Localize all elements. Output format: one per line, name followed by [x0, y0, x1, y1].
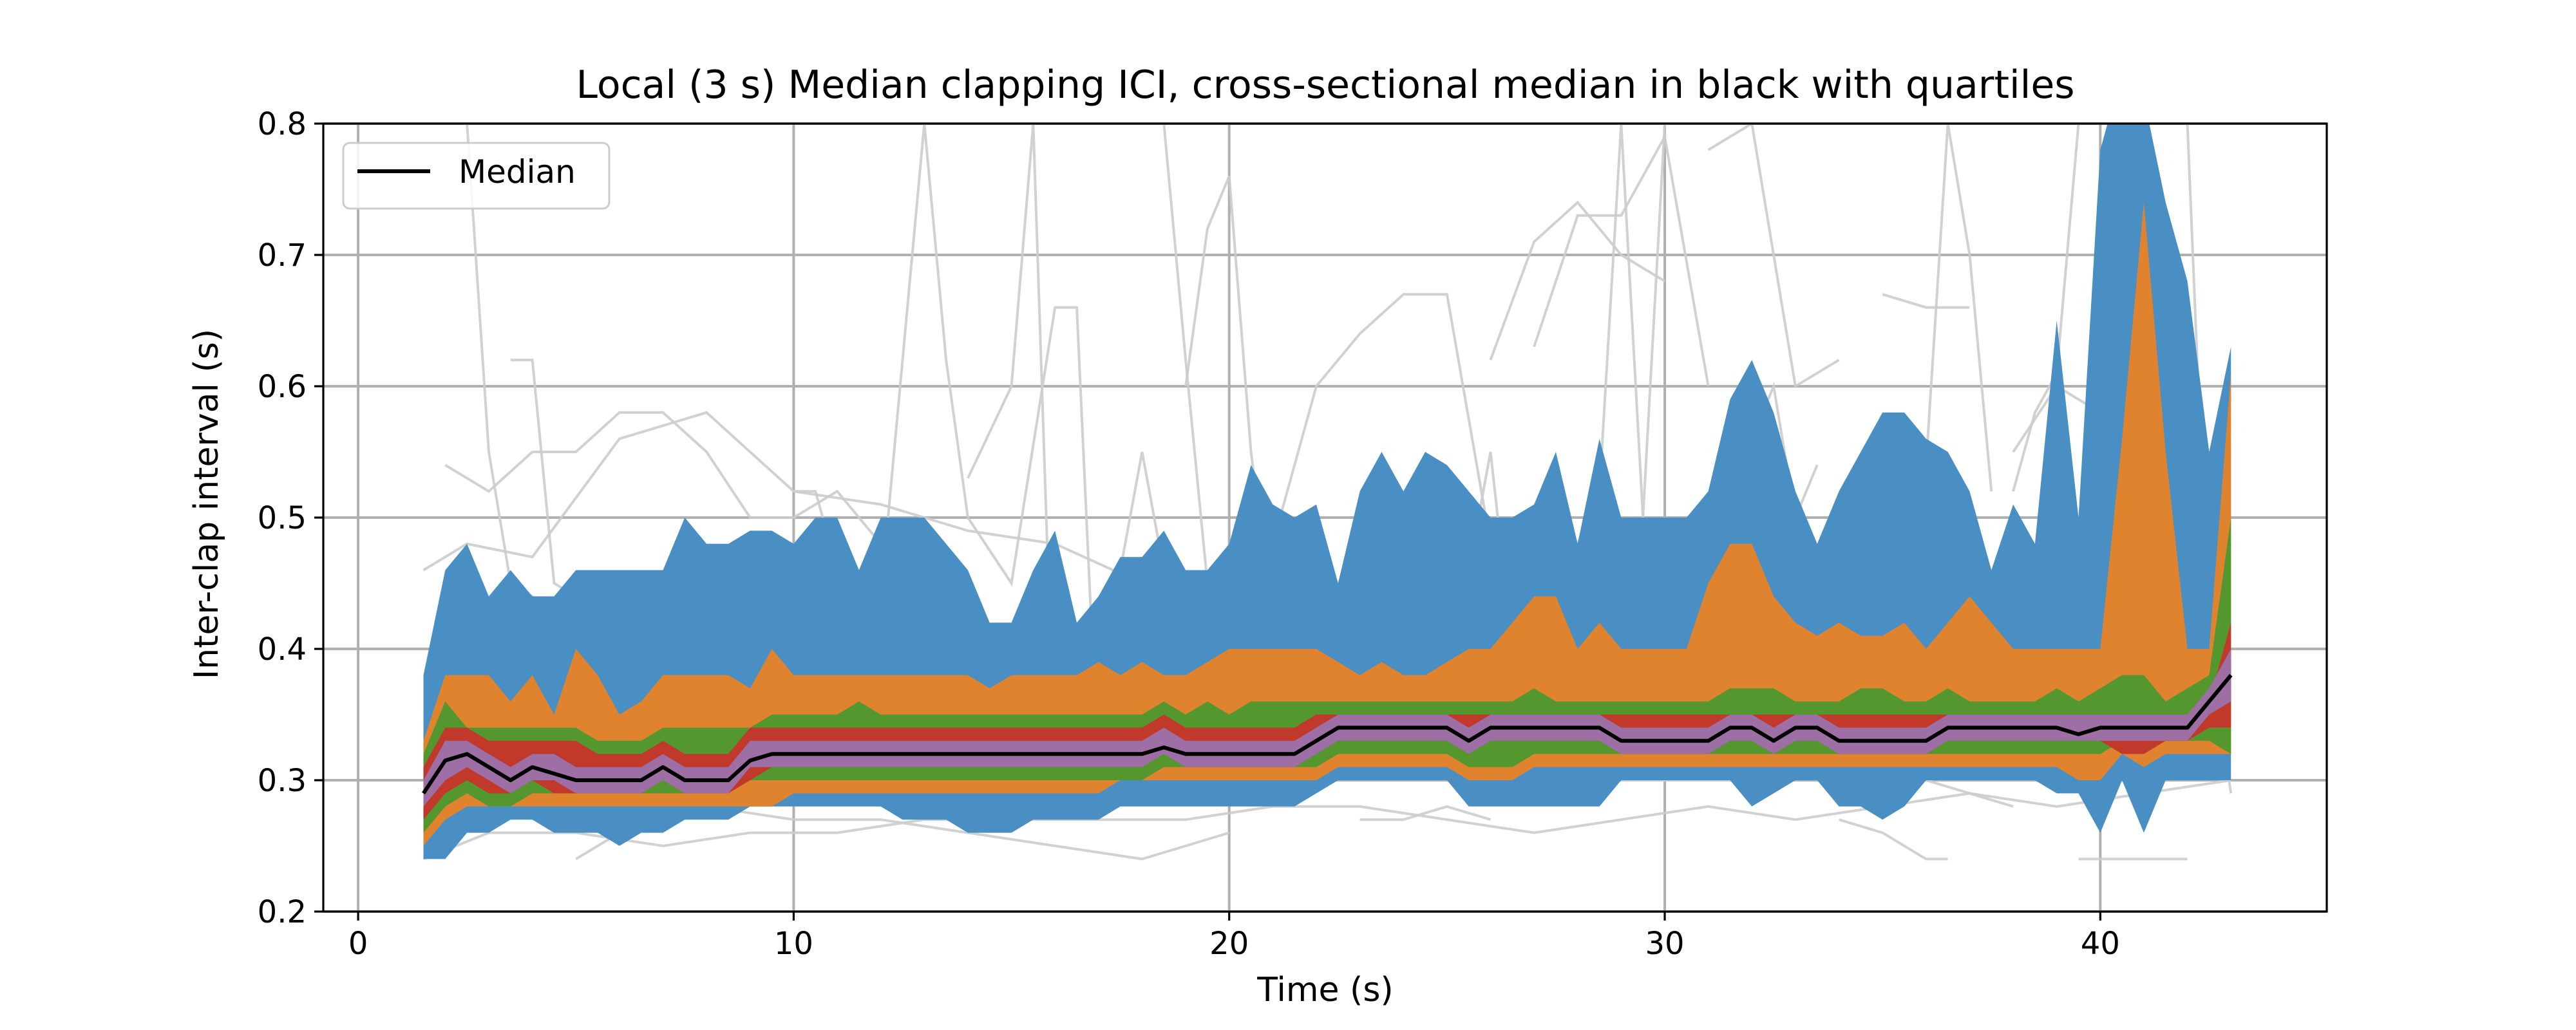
y-tick-label: 0.3 [258, 763, 307, 799]
individual-trace-line [1882, 293, 1970, 309]
individual-trace-line [1271, 293, 1492, 545]
quartile-band-area [423, 202, 2231, 846]
y-tick-label: 0.2 [258, 894, 307, 930]
individual-trace-line [1924, 124, 1993, 492]
legend-median-label: Median [459, 153, 576, 191]
individual-trace-line [444, 411, 882, 545]
y-tick-label: 0.4 [258, 632, 307, 668]
x-tick-label: 20 [1209, 926, 1249, 962]
y-tick-label: 0.5 [258, 500, 307, 536]
y-tick-label: 0.7 [258, 238, 307, 274]
individual-trace-line [1707, 124, 1840, 389]
legend: Median [342, 142, 611, 210]
legend-box [342, 142, 611, 210]
individual-trace-line [1576, 124, 1667, 545]
individual-trace-line [879, 124, 1100, 781]
x-axis-label: Time (s) [1256, 971, 1393, 1009]
axis-ticks: 0 10 20 30 40 0.2 0.3 0.4 0.5 0.6 0.7 0.8 [258, 106, 2120, 962]
y-tick-label: 0.8 [258, 106, 307, 142]
x-tick-label: 30 [1645, 926, 1684, 962]
y-tick-label: 0.6 [258, 369, 307, 405]
median-line [422, 673, 2233, 795]
individual-trace-line [1838, 818, 1948, 861]
individual-trace-line [1533, 133, 1710, 387]
individual-trace-line [1162, 124, 1209, 584]
x-tick-label: 0 [348, 926, 368, 962]
x-tick-label: 10 [774, 926, 813, 962]
chart-title: Local (3 s) Median clapping ICI, cross-s… [576, 62, 2074, 108]
individual-trace-line [2012, 124, 2080, 492]
individual-trace-line [1489, 200, 1666, 360]
y-axis-label: Inter-clap interval (s) [187, 329, 226, 679]
median-series [422, 673, 2233, 795]
x-tick-label: 40 [2081, 926, 2120, 962]
individual-trace-line [422, 779, 2231, 861]
center-band-area [423, 649, 2231, 807]
individual-trace-line [1359, 805, 1492, 821]
